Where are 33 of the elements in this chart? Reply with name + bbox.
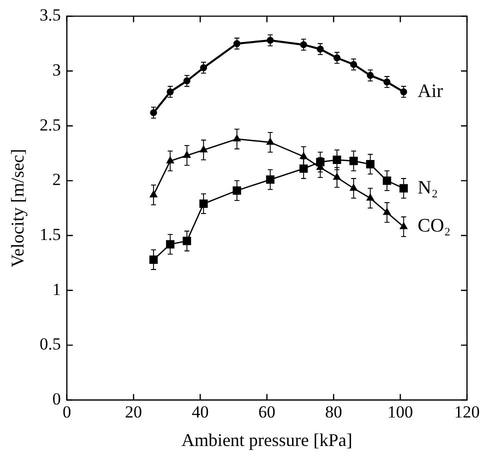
series-label: Air: [418, 80, 444, 102]
x-tick-label: 120: [454, 402, 480, 422]
x-tick-label: 100: [388, 402, 414, 422]
point: [366, 72, 374, 79]
point: [266, 138, 274, 145]
point: [350, 184, 358, 191]
x-tick-label: 40: [192, 402, 209, 422]
point: [316, 158, 324, 166]
legend-label: CO₂: [418, 216, 451, 237]
x-axis-title: Ambient pressure [kPa]: [181, 430, 352, 450]
point: [166, 240, 174, 248]
y-tick-label: 1.5: [40, 224, 61, 244]
point: [166, 156, 174, 164]
legend-label: N₂: [418, 177, 438, 198]
y-tick-label: 2.5: [40, 115, 61, 134]
point: [366, 160, 374, 168]
x-tick-label: 60: [258, 402, 276, 422]
y-tick-label: 0: [52, 389, 61, 408]
x-tick-label: 80: [325, 402, 342, 422]
y-tick-label: 2: [52, 170, 61, 190]
y-tick-label: 0.5: [40, 334, 61, 354]
y-tick-label: 1: [52, 280, 61, 299]
point: [316, 46, 324, 53]
point: [266, 36, 274, 44]
point: [166, 88, 174, 96]
y-tick-label: 3.5: [40, 6, 61, 25]
y-axis-title: Velocity [m/sec]: [8, 148, 28, 268]
point: [366, 194, 374, 201]
y-tick-label: 3: [52, 60, 61, 80]
point: [266, 175, 274, 184]
point: [399, 184, 408, 193]
x-tick-label: 20: [125, 402, 142, 422]
point: [199, 200, 208, 208]
